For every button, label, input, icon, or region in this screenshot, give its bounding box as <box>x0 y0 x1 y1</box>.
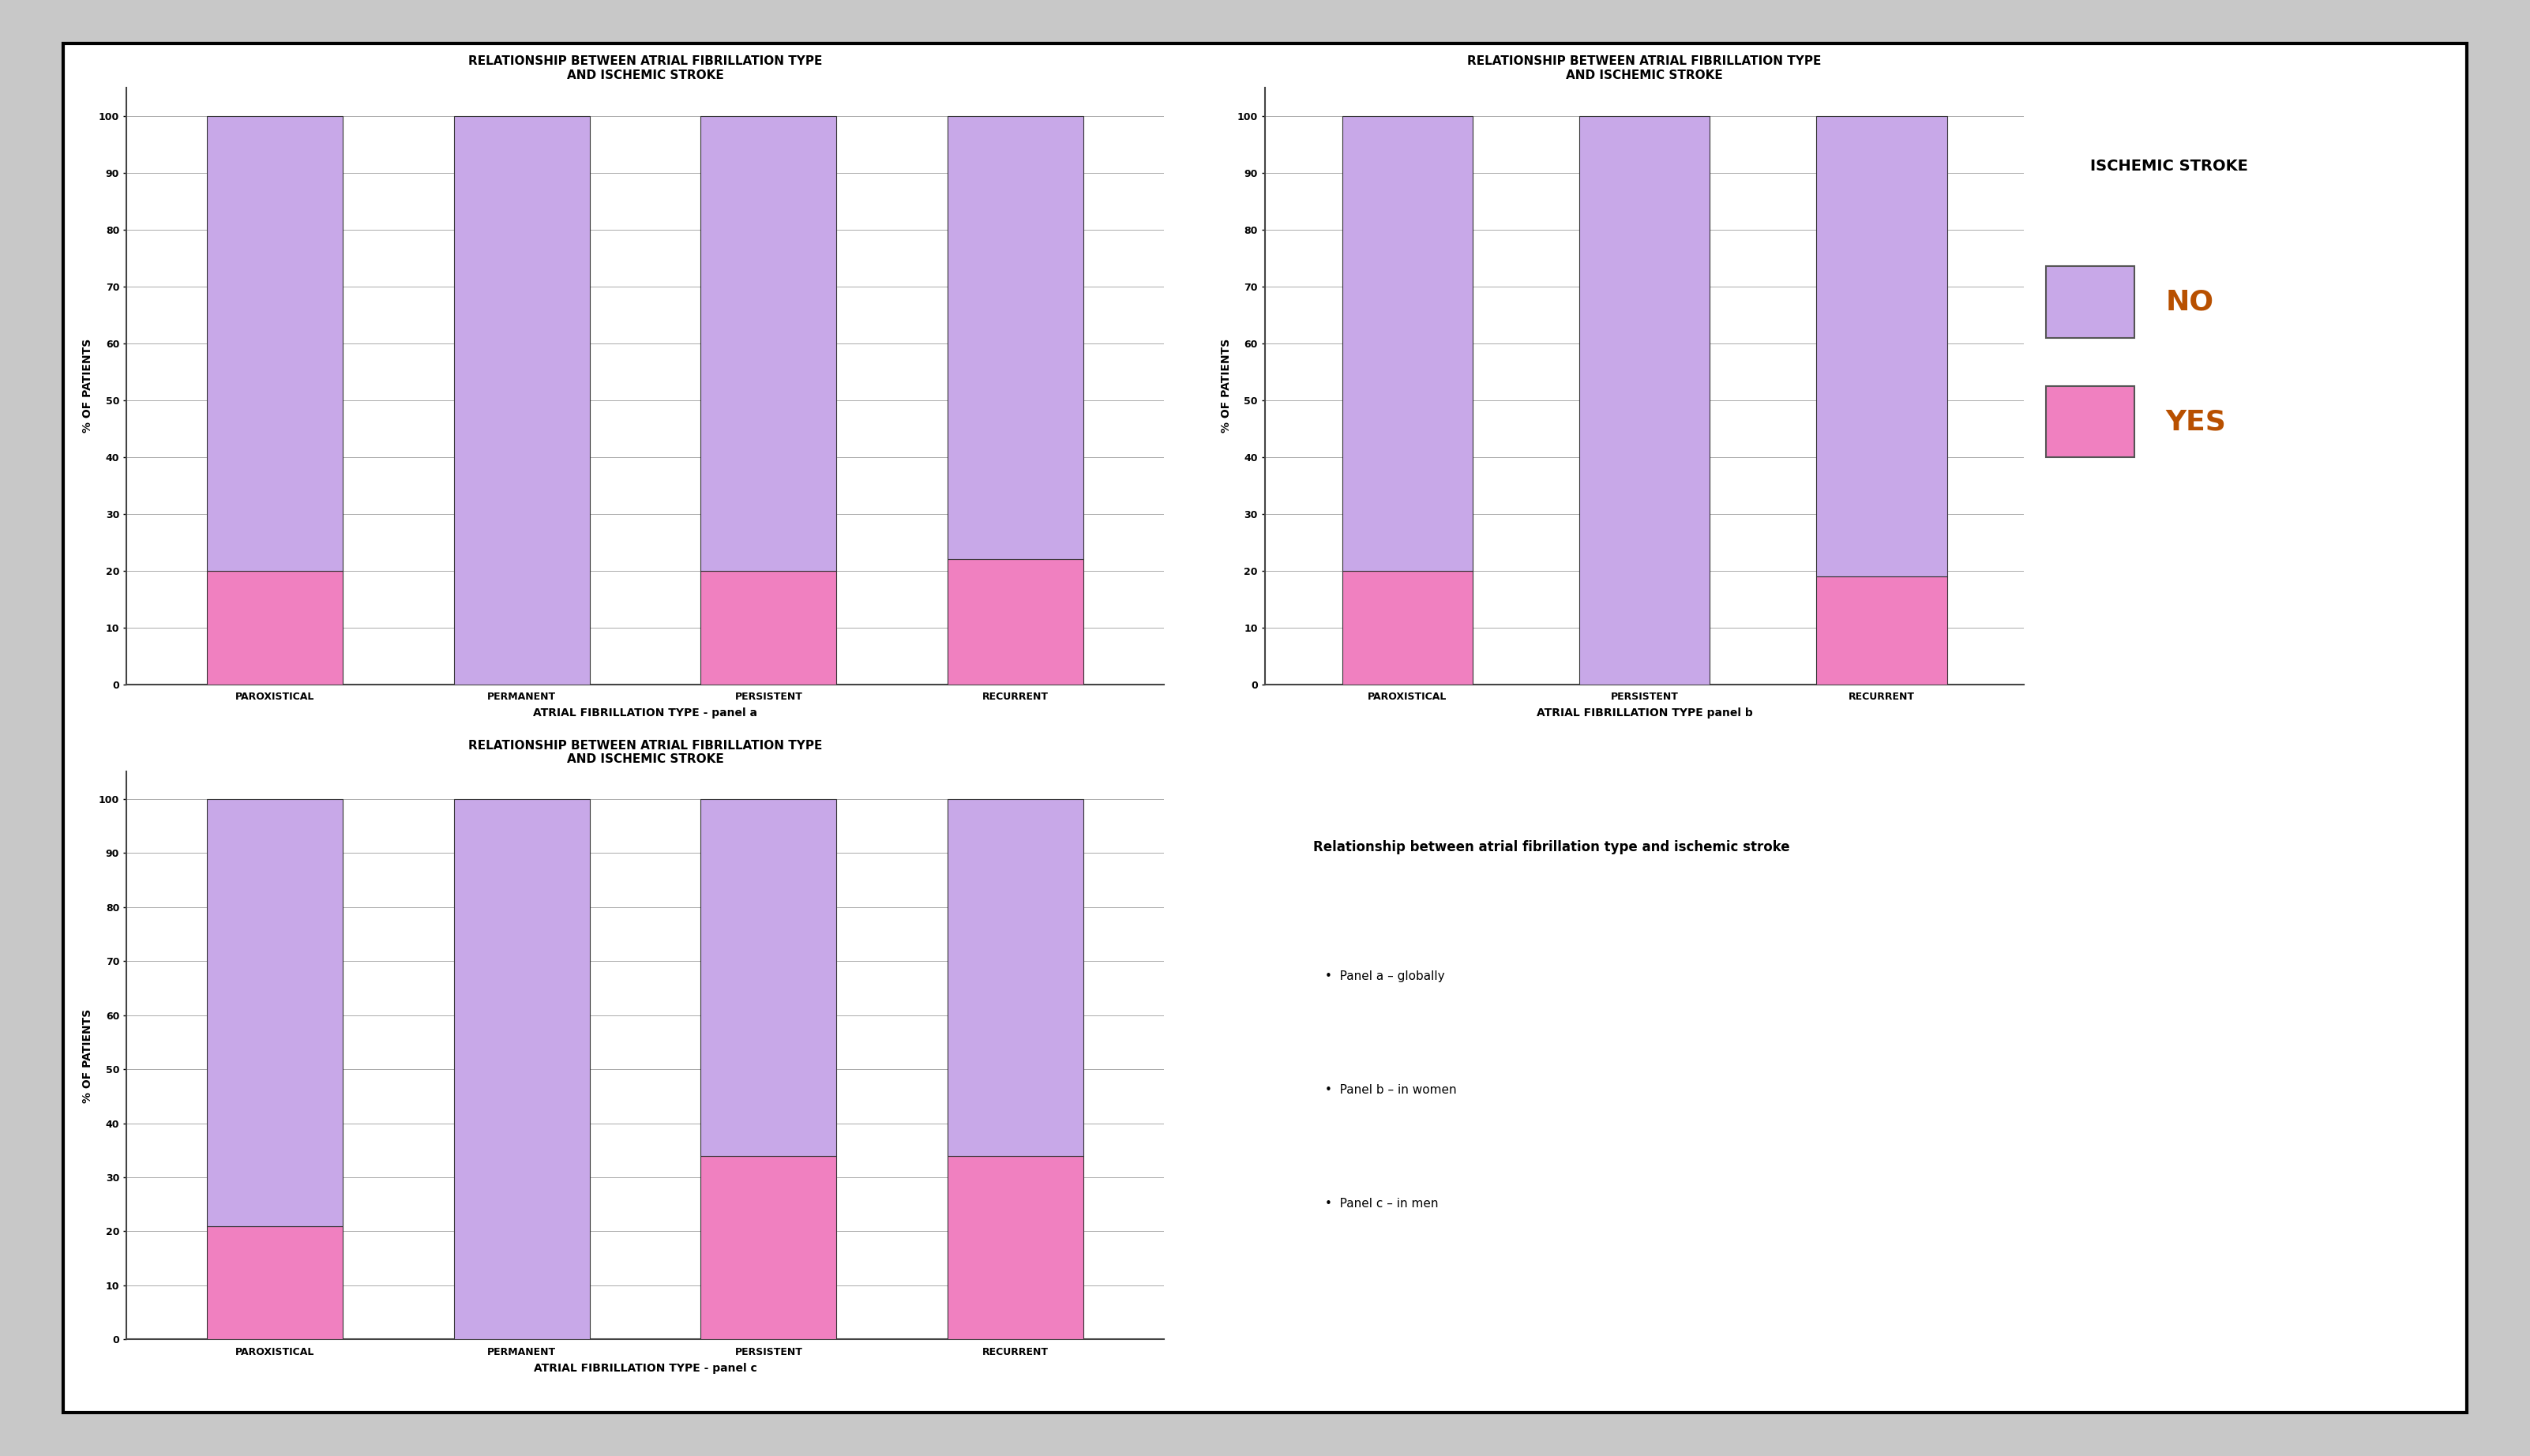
Text: NO: NO <box>2166 288 2214 316</box>
Bar <box>1341 116 1472 571</box>
X-axis label: ATRIAL FIBRILLATION TYPE panel b: ATRIAL FIBRILLATION TYPE panel b <box>1536 708 1753 719</box>
Bar <box>1579 116 1710 684</box>
Bar <box>701 116 837 571</box>
Bar <box>701 1156 837 1340</box>
Title: RELATIONSHIP BETWEEN ATRIAL FIBRILLATION TYPE
AND ISCHEMIC STROKE: RELATIONSHIP BETWEEN ATRIAL FIBRILLATION… <box>468 740 822 766</box>
Bar <box>949 559 1083 684</box>
Bar <box>207 1226 342 1340</box>
X-axis label: ATRIAL FIBRILLATION TYPE - panel a: ATRIAL FIBRILLATION TYPE - panel a <box>534 708 756 719</box>
Bar <box>701 571 837 684</box>
Bar <box>1817 116 1948 577</box>
Bar <box>701 799 837 1156</box>
Text: YES: YES <box>2166 408 2226 435</box>
Bar <box>949 799 1083 1156</box>
Bar <box>2047 386 2135 457</box>
Bar <box>207 799 342 1226</box>
Bar <box>453 116 589 684</box>
Title: RELATIONSHIP BETWEEN ATRIAL FIBRILLATION TYPE
AND ISCHEMIC STROKE: RELATIONSHIP BETWEEN ATRIAL FIBRILLATION… <box>468 55 822 82</box>
Title: RELATIONSHIP BETWEEN ATRIAL FIBRILLATION TYPE
AND ISCHEMIC STROKE: RELATIONSHIP BETWEEN ATRIAL FIBRILLATION… <box>1467 55 1822 82</box>
Bar <box>207 571 342 684</box>
Y-axis label: % OF PATIENTS: % OF PATIENTS <box>1219 339 1232 432</box>
Bar <box>1817 577 1948 684</box>
Bar <box>2047 266 2135 338</box>
Y-axis label: % OF PATIENTS: % OF PATIENTS <box>81 1009 94 1102</box>
Text: •  Panel b – in women: • Panel b – in women <box>1326 1083 1457 1096</box>
Text: Relationship between atrial fibrillation type and ischemic stroke: Relationship between atrial fibrillation… <box>1313 840 1789 855</box>
Bar <box>207 116 342 571</box>
X-axis label: ATRIAL FIBRILLATION TYPE - panel c: ATRIAL FIBRILLATION TYPE - panel c <box>534 1363 756 1374</box>
Text: ISCHEMIC STROKE: ISCHEMIC STROKE <box>2090 159 2249 175</box>
Bar <box>949 1156 1083 1340</box>
Text: •  Panel a – globally: • Panel a – globally <box>1326 971 1445 983</box>
Bar <box>453 799 589 1340</box>
Y-axis label: % OF PATIENTS: % OF PATIENTS <box>81 339 94 432</box>
Text: •  Panel c – in men: • Panel c – in men <box>1326 1197 1440 1210</box>
Bar <box>1341 571 1472 684</box>
Bar <box>949 116 1083 559</box>
